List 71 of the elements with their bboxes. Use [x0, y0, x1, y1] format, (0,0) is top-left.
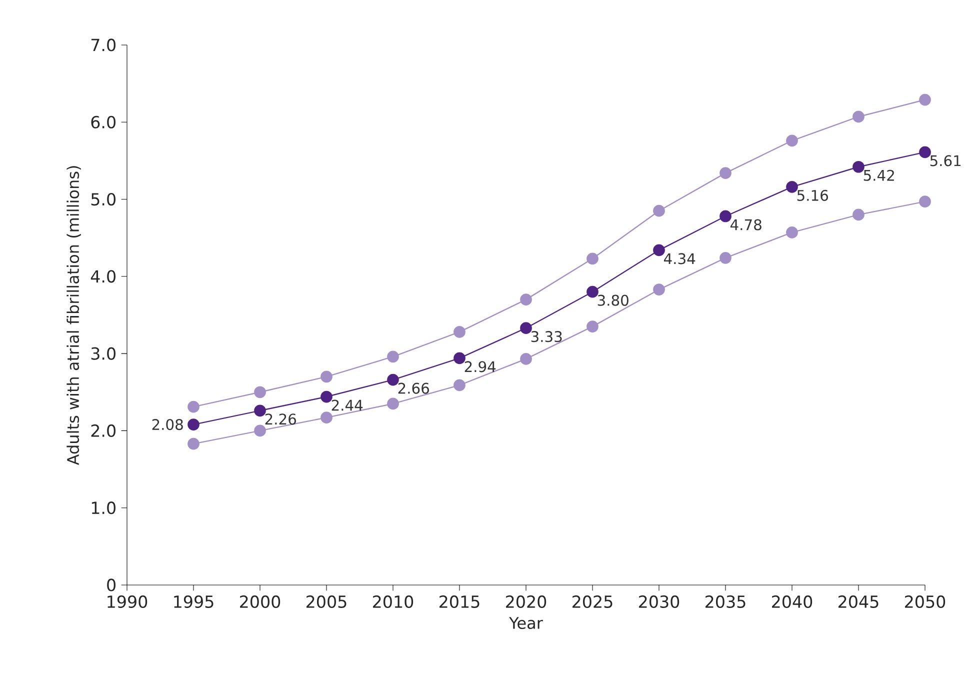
x-tick-label: 2020 [506, 595, 546, 608]
x-tick-label: 2010 [373, 595, 414, 608]
data-label: 2.66 [398, 382, 429, 394]
x-tick-label: 2005 [306, 595, 346, 608]
point [254, 386, 266, 398]
data-label: 2.94 [464, 361, 496, 372]
point [919, 94, 931, 106]
y-tick-label: 6.0 [91, 116, 116, 128]
point [320, 370, 332, 383]
point [586, 252, 598, 265]
point [919, 146, 931, 158]
y-tick-label: 5.0 [91, 192, 116, 206]
point [254, 424, 266, 437]
data-label: 4.78 [730, 219, 762, 230]
x-tick-label: 2035 [706, 595, 746, 608]
point [720, 252, 732, 264]
point [387, 374, 399, 386]
point [586, 286, 598, 298]
point [720, 167, 732, 179]
point [387, 350, 399, 363]
data-label: 2.08 [152, 418, 183, 430]
point [520, 322, 532, 334]
point [852, 110, 864, 123]
point [454, 379, 466, 392]
point [188, 438, 200, 450]
point [852, 208, 864, 221]
x-tick-label: 2000 [240, 595, 280, 608]
x-tick-label: 2030 [639, 595, 680, 608]
point [188, 400, 200, 413]
data-label: 2.44 [332, 400, 363, 411]
x-tick-label: 1995 [174, 595, 214, 608]
point [653, 284, 665, 296]
point [520, 353, 532, 365]
point [786, 181, 798, 193]
x-axis-title: Year [509, 617, 543, 630]
y-tick-label: 1.0 [92, 502, 116, 514]
point [852, 160, 864, 173]
point [454, 326, 466, 338]
y-tick-label: 7.0 [91, 38, 116, 52]
x-tick-label: 2015 [440, 595, 480, 608]
data-label: 3.80 [598, 294, 628, 306]
data-label: 5.42 [864, 170, 894, 181]
x-tick-label: 2045 [838, 595, 878, 608]
point [520, 294, 532, 306]
y-tick-label: 3.0 [91, 347, 116, 360]
y-tick-label: 2.0 [91, 424, 116, 437]
point [387, 398, 399, 410]
point [454, 352, 466, 364]
point [653, 204, 665, 217]
y-axis-title: Adults with atrial fibrillation (millions) [66, 166, 81, 466]
x-tick-label: 2050 [905, 595, 946, 608]
data-label: 5.16 [797, 190, 828, 201]
data-label: 2.26 [265, 414, 296, 425]
point [320, 412, 332, 424]
point [320, 390, 332, 403]
data-label: 5.61 [930, 155, 961, 166]
data-label: 3.33 [531, 331, 562, 342]
point [720, 210, 732, 222]
x-tick-label: 2025 [572, 595, 612, 608]
y-tick-label: 0 [107, 578, 116, 592]
point [254, 404, 266, 417]
point [653, 244, 665, 256]
point [586, 320, 598, 332]
y-tick-label: 4.0 [90, 270, 116, 283]
x-tick-label: 2040 [772, 595, 812, 608]
point [919, 196, 931, 208]
x-tick-label: 1990 [108, 595, 148, 608]
point [786, 134, 798, 147]
data-label: 4.34 [664, 253, 696, 264]
point [188, 418, 200, 430]
point [786, 226, 798, 238]
